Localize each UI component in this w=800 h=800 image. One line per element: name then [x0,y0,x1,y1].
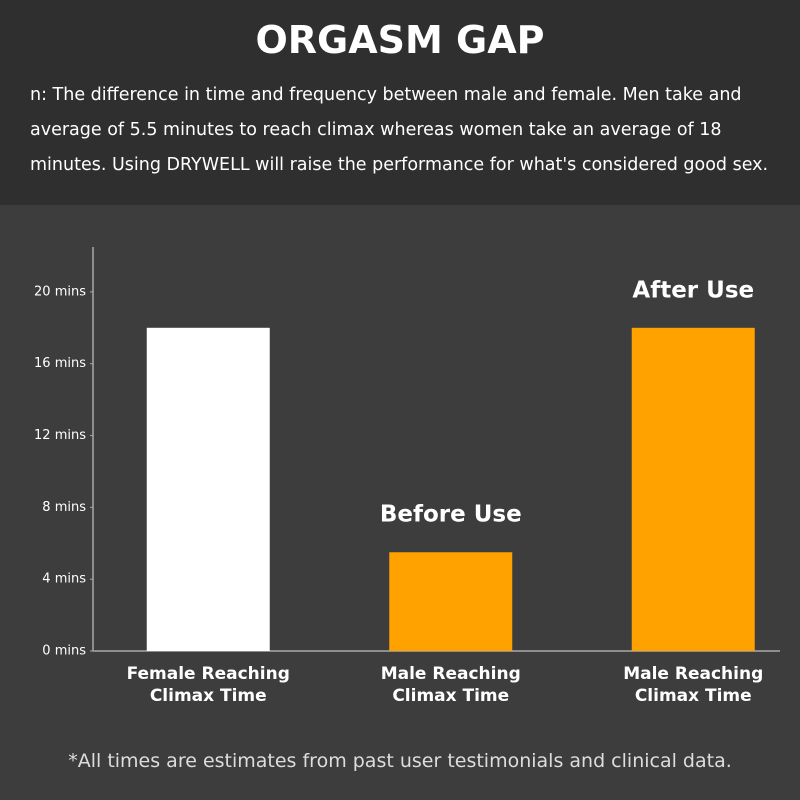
bar-label: After Use [632,277,754,303]
x-tick-label: Male Reaching Climax Time [380,664,521,706]
bar-label: Before Use [380,502,522,528]
footnote: *All times are estimates from past user … [68,750,732,772]
bar [389,552,513,651]
header: ORGASM GAP n: The difference in time and… [0,0,800,205]
y-tick-label: 20 mins [34,284,86,299]
y-tick-label: 0 mins [42,644,86,659]
bar [146,327,270,651]
x-tick-label: Male Reaching Climax Time [623,664,764,706]
subtitle: n: The difference in time and frequency … [30,85,769,175]
title: ORGASM GAP [255,18,545,62]
bar [631,327,755,651]
y-tick-label: 4 mins [42,572,86,587]
y-tick-label: 12 mins [34,428,86,443]
y-tick-label: 8 mins [42,500,86,515]
y-tick-label: 16 mins [34,356,86,371]
x-tick-label: Female Reaching Climax Time [126,664,290,706]
